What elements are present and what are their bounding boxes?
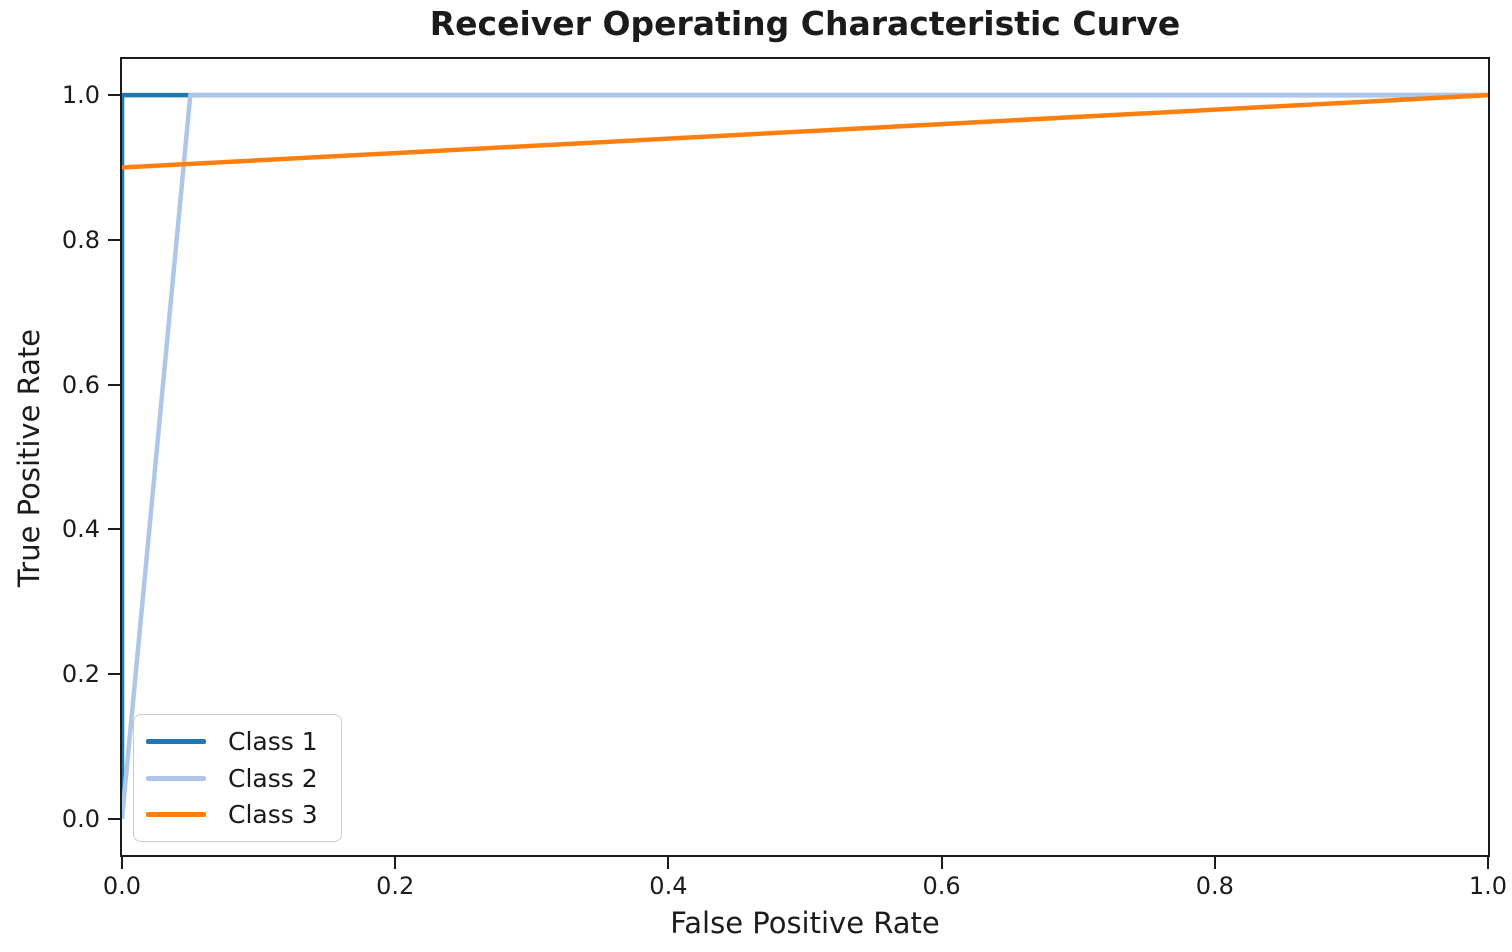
x-tick-label: 1.0 [1468, 872, 1508, 900]
x-tick-label: 0.4 [649, 872, 688, 900]
legend-swatch-class-1 [146, 738, 206, 744]
y-tick-label: 0.4 [61, 515, 100, 544]
x-tick-label: 0.6 [922, 872, 961, 900]
x-axis-label: False Positive Rate [670, 906, 940, 940]
y-tick-mark [108, 528, 120, 531]
legend-label: Class 3 [228, 800, 318, 830]
y-axis-label: True Positive Rate [12, 328, 46, 588]
legend-swatch-class-2 [146, 775, 206, 781]
roc-line-class-1 [122, 95, 1488, 819]
y-tick-label: 1.0 [61, 81, 100, 110]
y-tick-label: 0.6 [61, 370, 100, 399]
y-tick-mark [108, 238, 120, 241]
legend-label: Class 1 [228, 726, 318, 756]
legend-item-class-1: Class 1 [146, 727, 333, 756]
roc-svg [122, 59, 1488, 855]
roc-line-class-3 [122, 95, 1488, 167]
x-tick-label: 0.2 [376, 872, 415, 900]
x-tick-mark [1213, 857, 1216, 869]
y-tick-mark [108, 817, 120, 820]
x-tick-mark [1487, 857, 1489, 869]
x-tick-mark [394, 857, 397, 869]
legend: Class 1 Class 2 Class 3 [133, 714, 342, 842]
legend-label: Class 2 [228, 763, 318, 793]
y-tick-mark [108, 673, 120, 676]
y-tick-mark [108, 94, 120, 97]
plot-area [120, 57, 1490, 857]
legend-item-class-3: Class 3 [146, 800, 333, 829]
x-tick-mark [121, 857, 123, 869]
chart-title: Receiver Operating Characteristic Curve [429, 4, 1181, 43]
x-tick-mark [940, 857, 943, 869]
y-tick-mark [108, 383, 120, 386]
y-tick-label: 0.0 [61, 804, 100, 833]
x-tick-label: 0.8 [1195, 872, 1234, 900]
x-tick-mark [667, 857, 670, 869]
legend-item-class-2: Class 2 [146, 764, 333, 793]
legend-swatch-class-3 [146, 812, 206, 818]
y-tick-label: 0.8 [61, 225, 100, 254]
y-tick-label: 0.2 [61, 660, 100, 689]
roc-line-class-2 [122, 95, 1488, 819]
x-tick-label: 0.0 [102, 872, 142, 900]
